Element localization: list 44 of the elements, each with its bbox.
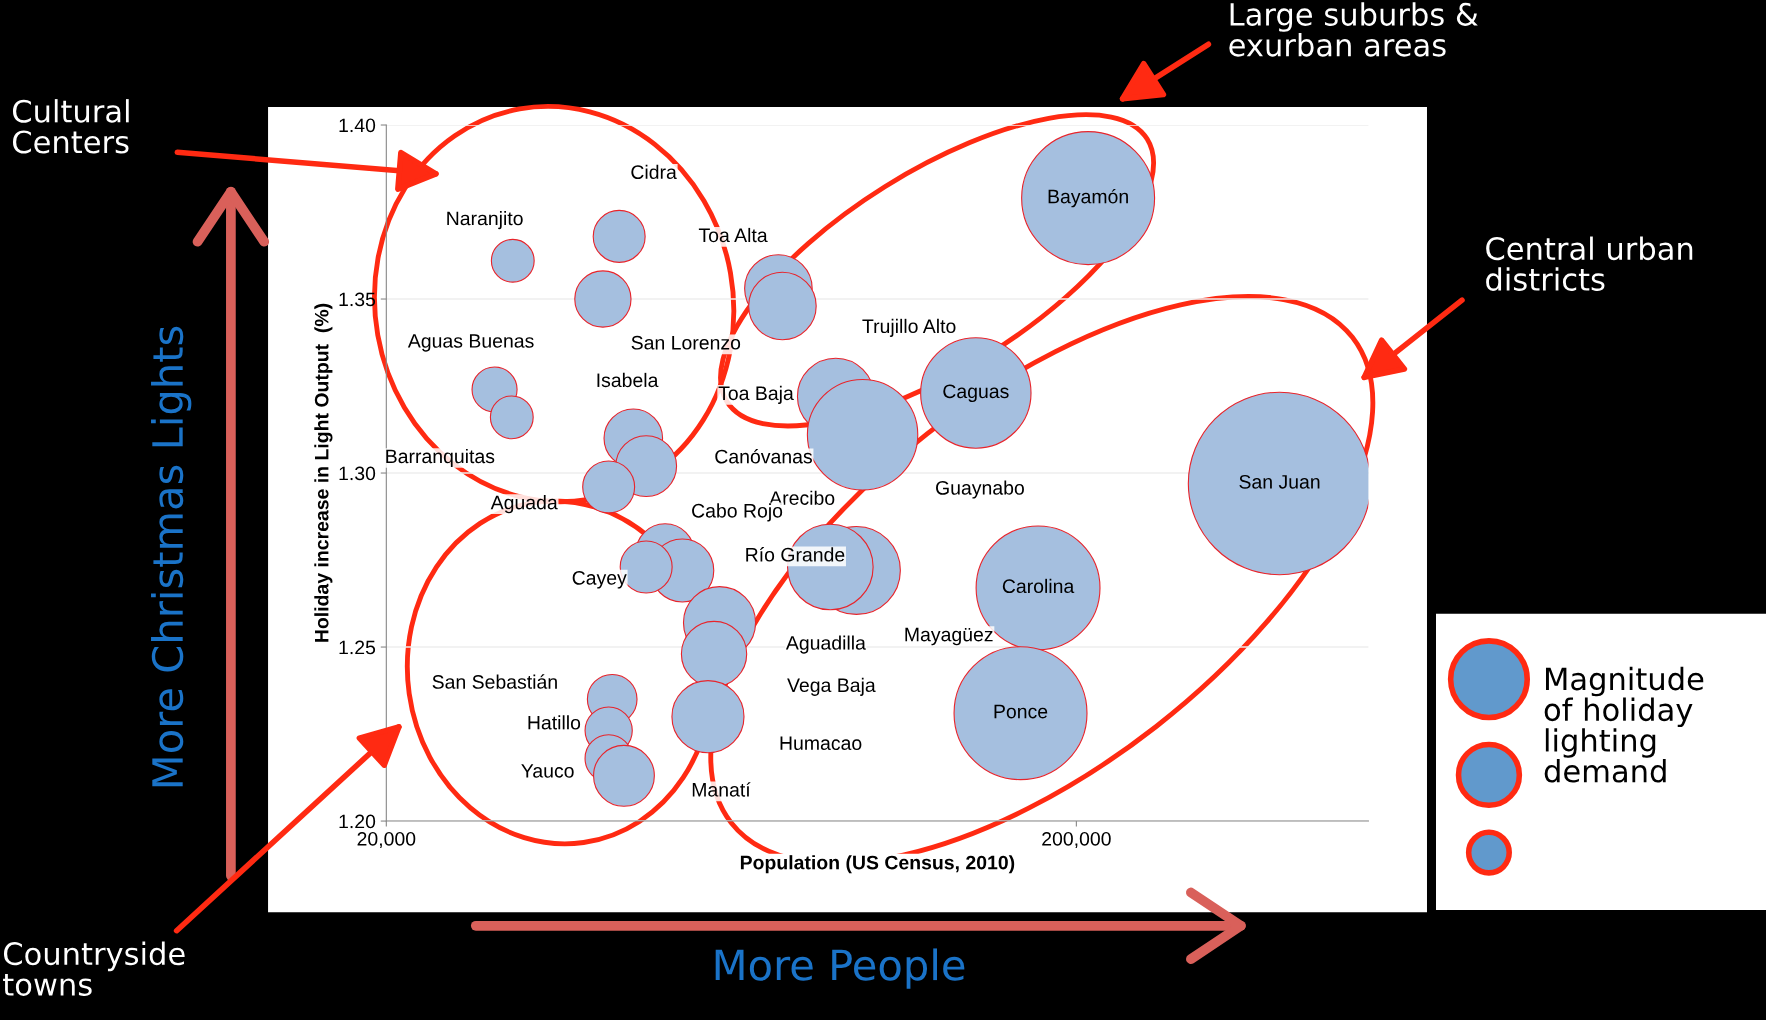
text: Cultural Centers <box>12 99 129 154</box>
annotation: Toa Alta <box>698 227 768 243</box>
y-axis-title: Holiday increase in Light Output (%) <box>314 303 333 642</box>
y-tick-label: 1.25 <box>339 640 376 655</box>
annotation: Barranquitas <box>386 448 495 468</box>
text: Central urban districts <box>1486 236 1693 291</box>
annotation: Manatí <box>692 782 751 797</box>
annotation: Aguas Buenas <box>407 334 534 352</box>
annotation: Caguas <box>943 384 1009 403</box>
y-tick-label: 1.20 <box>339 814 376 829</box>
annotation: Naranjito <box>447 211 523 230</box>
annotation: Guaynabo <box>936 480 1024 499</box>
annotation: Cidra <box>631 164 677 180</box>
x-axis-title: Population (US Census, 2010) <box>740 855 1015 874</box>
annotation: Carolina <box>1002 578 1075 594</box>
text: More People <box>715 948 965 989</box>
y-tick-label: 1.30 <box>339 466 376 481</box>
annotation: Cayey <box>572 570 627 589</box>
annotation: Vega Baja <box>787 677 876 696</box>
annotation: Río Grande <box>746 547 845 562</box>
text: Countryside towns <box>3 941 185 996</box>
annotation: Humacao <box>780 736 862 751</box>
annotation: Cabo Rojo <box>692 503 783 522</box>
text: Large suburbs & exurban areas <box>1229 2 1478 57</box>
annotation: Hatillo <box>528 715 581 730</box>
annotation: Bayamón <box>1048 188 1128 208</box>
x-tick-label: 20,000 <box>357 831 416 849</box>
annotation: Trujillo Alto <box>862 318 956 337</box>
text: Magnitude of holiday lighting demand <box>1544 666 1704 783</box>
y-tick-label: 1.40 <box>339 118 376 133</box>
text: More Christmas Lights <box>151 326 192 787</box>
annotation: Toa Baja <box>718 385 794 404</box>
annotation: Canóvanas <box>715 448 812 464</box>
annotation: San Juan <box>1239 474 1320 489</box>
annotation: San Lorenzo <box>631 335 741 350</box>
annotation: Aguada <box>490 495 558 514</box>
annotation: San Sebastián <box>432 674 557 689</box>
annotation: Ponce <box>994 704 1048 719</box>
annotation: Mayagüez <box>905 627 993 646</box>
annotation: Isabela <box>597 372 659 388</box>
annotation: Yauco <box>521 764 574 778</box>
annotation: Aguadilla <box>785 635 866 654</box>
x-tick-label: 200,000 <box>1042 831 1111 849</box>
annotation: Arecibo <box>769 490 835 505</box>
